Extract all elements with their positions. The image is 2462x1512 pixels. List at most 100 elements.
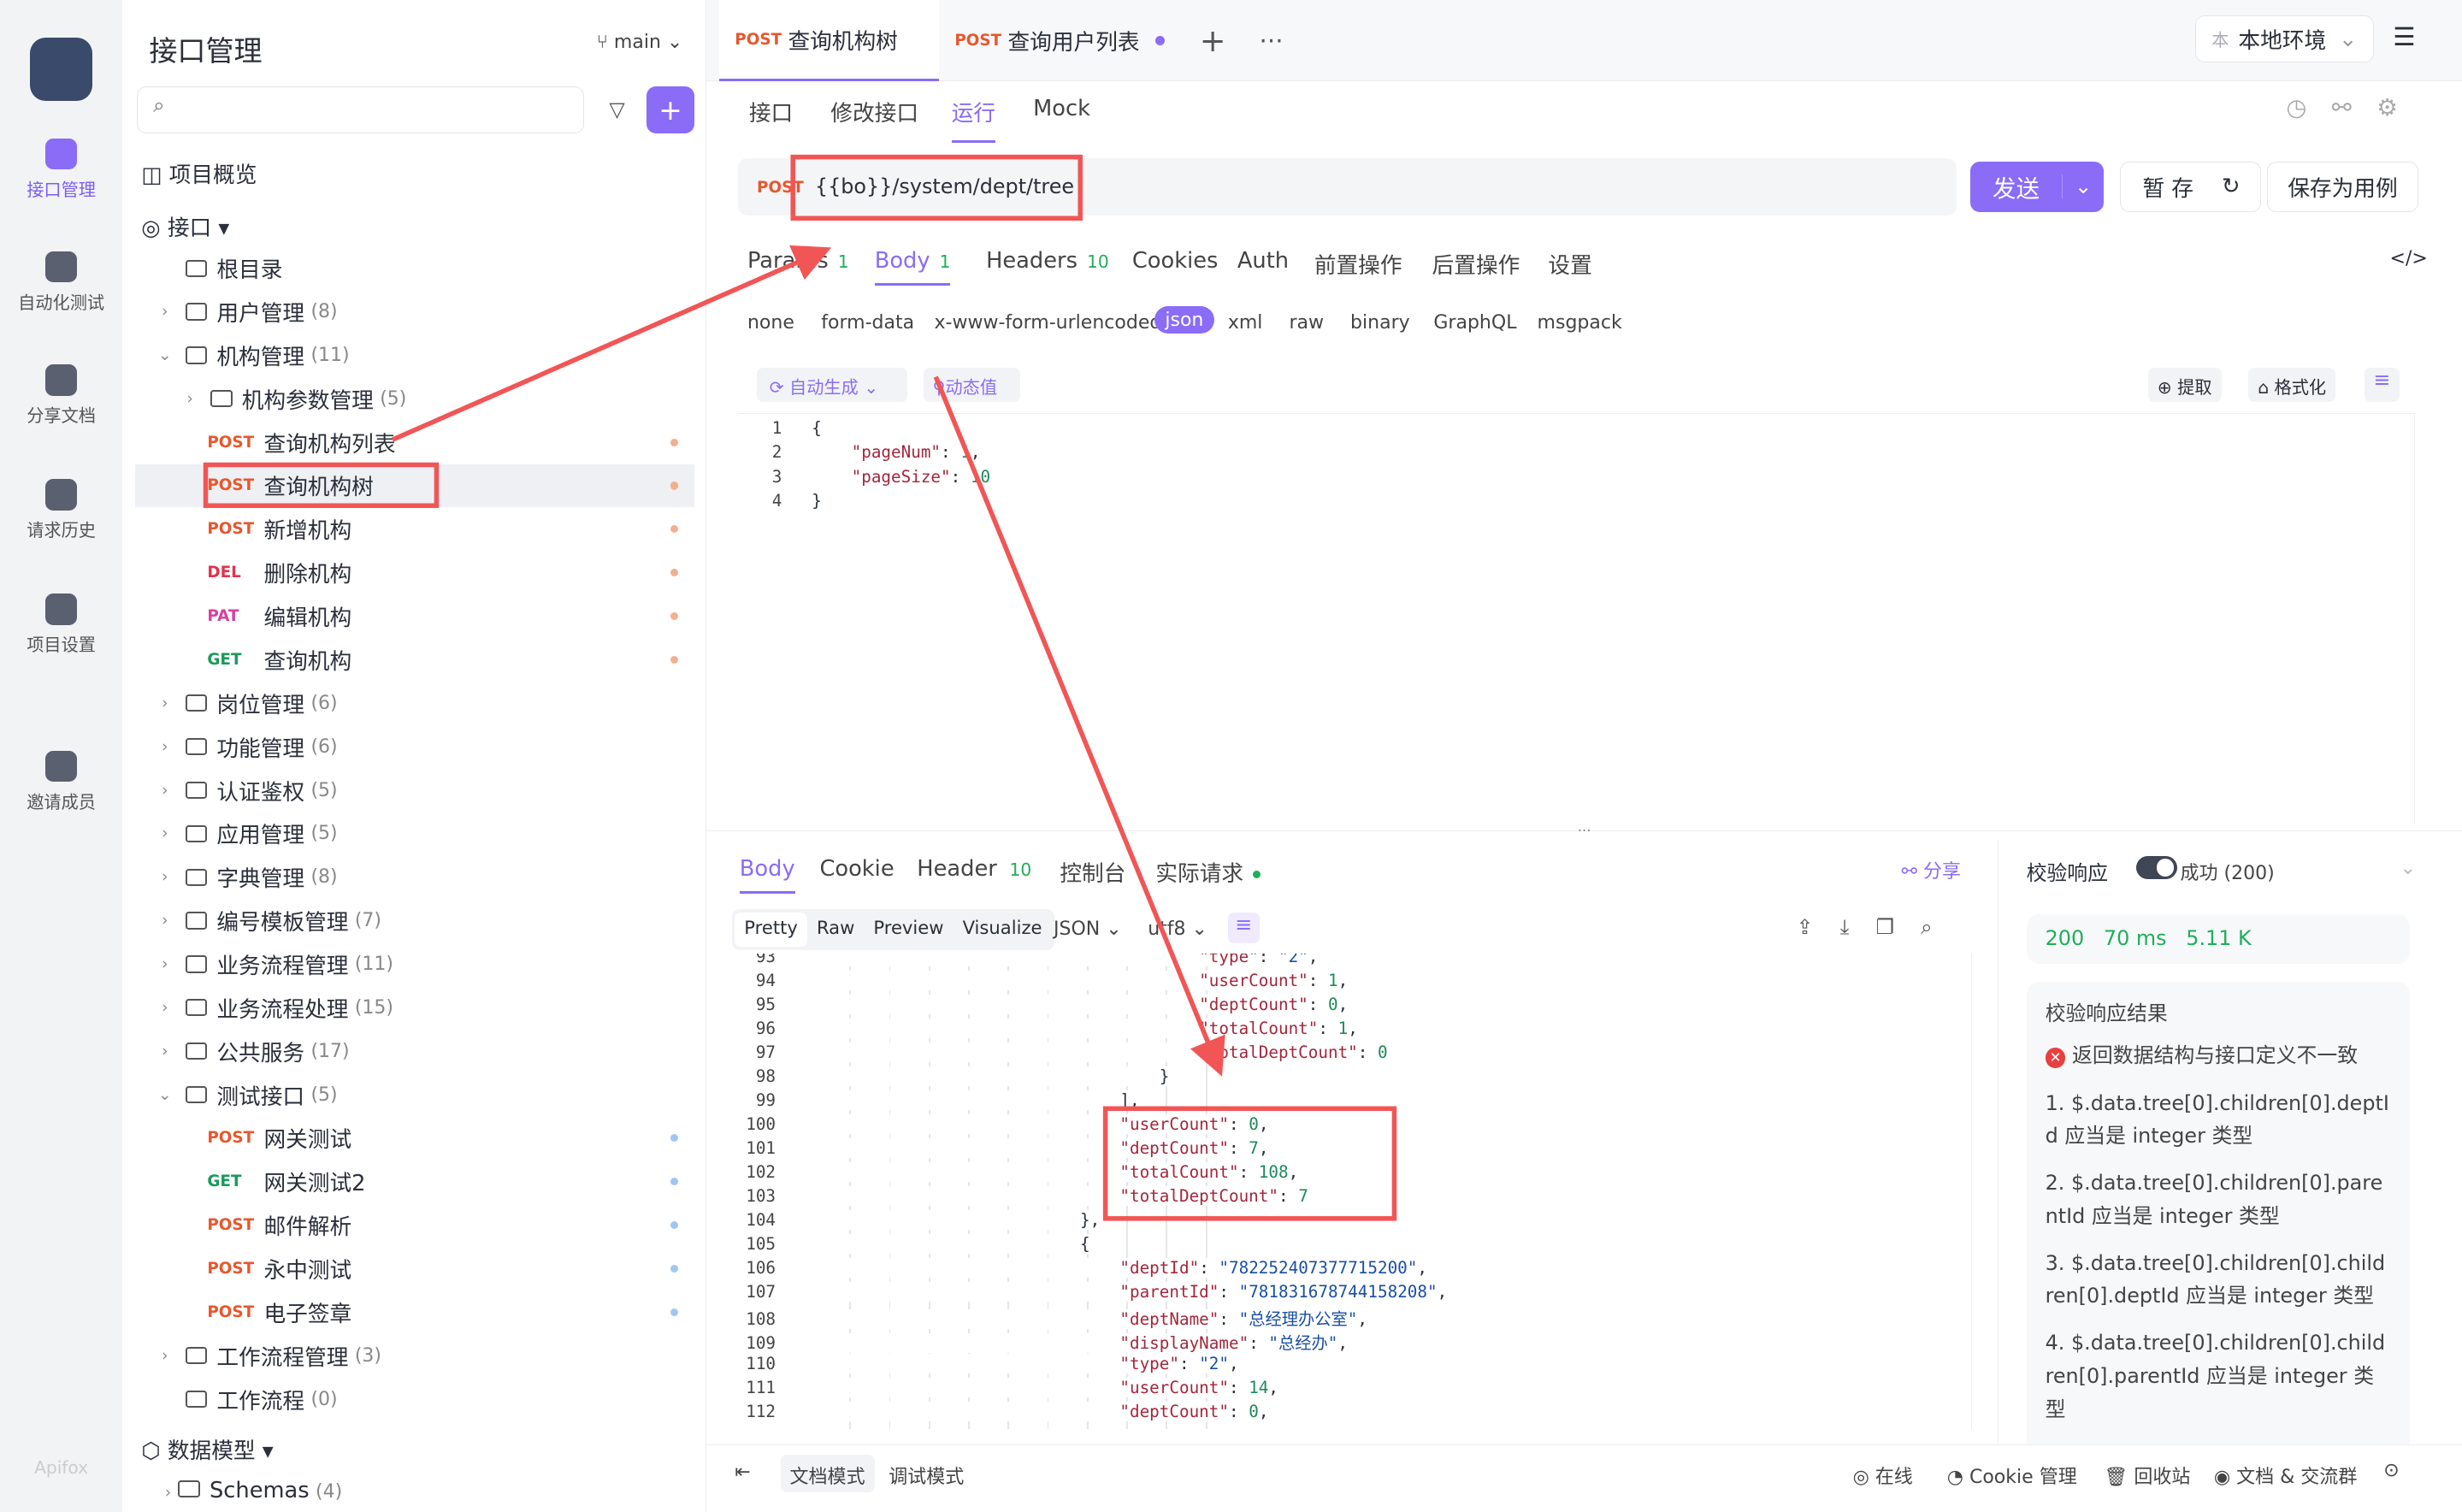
api-item[interactable]: POST 查询机构树 <box>134 464 694 508</box>
community-link[interactable]: ◉ 文档 & 交流群 <box>2213 1466 2358 1488</box>
body-type-msgpack[interactable]: msgpack <box>1537 312 1622 334</box>
send-dropdown-icon[interactable]: ⌄ <box>2061 174 2105 199</box>
rail-item-0[interactable]: 接口管理 <box>0 138 122 201</box>
chevron-icon[interactable]: › <box>162 694 168 712</box>
folder-item[interactable]: › 公共服务 (17) <box>135 1030 694 1073</box>
body-type-GraphQL[interactable]: GraphQL <box>1433 312 1517 334</box>
folder-item[interactable]: 根目录 <box>135 246 694 290</box>
history-icon[interactable]: ◷ <box>2286 94 2332 122</box>
param-tab-5[interactable]: 前置操作 <box>1314 248 1402 280</box>
rail-item-2[interactable]: 分享文档 <box>0 363 122 427</box>
param-tab-2[interactable]: Headers 10 <box>986 248 1109 274</box>
response-tab-1[interactable]: Cookie <box>819 856 894 882</box>
code-view-icon[interactable]: </> <box>2389 248 2428 270</box>
folder-item[interactable]: ⌄ 测试接口 (5) <box>135 1073 694 1117</box>
share-button[interactable]: ⚯ 分享 <box>1901 860 1961 883</box>
folder-item[interactable]: › 工作流程管理 (3) <box>135 1334 694 1378</box>
chevron-icon[interactable]: › <box>186 389 193 408</box>
project-overview[interactable]: ◫ 项目概览 <box>141 157 257 189</box>
folder-item[interactable]: › 功能管理 (6) <box>135 725 694 769</box>
body-type-x-www-form-urlencoded[interactable]: x-www-form-urlencoded <box>934 312 1162 334</box>
body-type-json[interactable]: json <box>1154 306 1215 334</box>
extract-button[interactable]: ⊕ 提取 <box>2147 367 2222 403</box>
api-item[interactable]: POST 查询机构列表 <box>135 421 694 464</box>
chevron-icon[interactable]: › <box>162 912 168 930</box>
save-temp-button[interactable]: 暂 存 ↻ <box>2119 162 2261 212</box>
chevron-icon[interactable]: › <box>162 737 168 756</box>
folder-item[interactable]: › 用户管理 (8) <box>135 290 694 334</box>
api-item[interactable]: POST 新增机构 <box>135 507 694 551</box>
param-tab-7[interactable]: 设置 <box>1548 248 1591 280</box>
branch-selector[interactable]: ⑂ main ⌄ <box>596 31 683 53</box>
resize-handle[interactable]: ··· <box>706 824 2462 840</box>
body-type-raw[interactable]: raw <box>1289 312 1324 334</box>
share-link-icon[interactable]: ⚯ <box>2331 94 2377 122</box>
view-preview[interactable]: Preview <box>873 917 944 939</box>
chevron-icon[interactable]: › <box>162 1042 168 1060</box>
folder-item[interactable]: ⌄ 机构管理 (11) <box>135 334 694 377</box>
response-tab-2[interactable]: Header 10 <box>917 856 1031 882</box>
param-tab-6[interactable]: 后置操作 <box>1432 248 1520 280</box>
subtab-2[interactable]: 运行 <box>951 96 996 143</box>
api-item[interactable]: GET 查询机构 <box>135 638 694 682</box>
rail-item-4[interactable]: 项目设置 <box>0 594 122 656</box>
chevron-icon[interactable]: › <box>162 1346 168 1365</box>
add-button[interactable]: + <box>646 86 694 134</box>
method-label[interactable]: POST <box>757 179 804 198</box>
chevron-icon[interactable]: › <box>162 998 168 1017</box>
reset-icon[interactable]: ↻ <box>2222 174 2241 200</box>
folder-item[interactable]: › 编号模板管理 (7) <box>135 899 694 942</box>
subtab-1[interactable]: 修改接口 <box>830 101 919 127</box>
new-tab-button[interactable]: + <box>1199 22 1226 60</box>
upload-icon[interactable]: ⇪ <box>1796 915 1840 940</box>
tab-query-dept-tree[interactable]: POST 查询机构树 <box>718 0 939 82</box>
subtab-0[interactable]: 接口 <box>748 101 794 127</box>
api-item[interactable]: PAT 编辑机构 <box>135 594 694 638</box>
request-body-editor[interactable]: 1{2 "pageNum": 1, 3 "pageSize": 10 4} <box>737 412 2415 824</box>
settings-icon[interactable]: ⚙ <box>2376 94 2424 122</box>
validate-toggle[interactable] <box>2136 855 2177 880</box>
online-status[interactable]: ◎ 在线 <box>1852 1466 1913 1488</box>
body-type-none[interactable]: none <box>747 312 794 334</box>
rail-item-1[interactable]: 自动化测试 <box>0 251 122 314</box>
environment-selector[interactable]: 本本地环境 ⌄ <box>2194 15 2375 63</box>
api-item[interactable]: POST 永中测试 <box>135 1247 694 1291</box>
api-item[interactable]: DEL 删除机构 <box>135 551 694 594</box>
chevron-icon[interactable]: ⌄ <box>158 1085 172 1104</box>
recycle-bin[interactable]: 🗑 回收站 <box>2104 1466 2191 1488</box>
collapse-icon[interactable]: ⇤ <box>735 1461 751 1483</box>
auto-generate-button[interactable]: ⟳ 自动生成 ⌄ <box>757 367 908 403</box>
cookie-manager[interactable]: ◔ Cookie 管理 <box>1946 1466 2077 1488</box>
body-type-xml[interactable]: xml <box>1227 312 1263 334</box>
scroll-top-icon[interactable]: ⊙ <box>2383 1459 2400 1481</box>
response-tab-4[interactable]: 实际请求 <box>1155 856 1261 888</box>
wrap-icon[interactable]: ≡ <box>2365 367 2400 403</box>
more-tabs-button[interactable]: ··· <box>1259 26 1284 56</box>
save-case-button[interactable]: 保存为用例 <box>2267 162 2418 212</box>
chevron-icon[interactable]: › <box>162 303 168 322</box>
copy-icon[interactable]: ❐ <box>1875 915 1922 940</box>
folder-item[interactable]: › 字典管理 (8) <box>135 855 694 899</box>
folder-item[interactable]: 工作流程 (0) <box>135 1378 694 1421</box>
encoding-select[interactable]: utf8 ⌄ <box>1148 918 1207 941</box>
folder-item[interactable]: › 认证鉴权 (5) <box>135 769 694 812</box>
format-button[interactable]: ⌂ 格式化 <box>2248 367 2336 403</box>
view-pretty[interactable]: Pretty <box>735 912 807 948</box>
api-item[interactable]: POST 网关测试 <box>135 1116 694 1160</box>
send-button[interactable]: 发送 ⌄ <box>1970 162 2105 212</box>
url-input[interactable]: {{bo}}/system/dept/tree <box>814 174 1075 198</box>
doc-mode-tab[interactable]: 文档模式 <box>780 1455 875 1493</box>
search-icon[interactable]: ⌕ <box>1921 915 1959 940</box>
response-tab-3[interactable]: 控制台 <box>1060 856 1125 888</box>
data-model[interactable]: ⬡ 数据模型 ▾ <box>141 1438 274 1465</box>
rail-item-3[interactable]: 请求历史 <box>0 479 122 541</box>
chevron-icon[interactable]: › <box>162 868 168 887</box>
response-case-select[interactable]: 成功 (200) ⌄ <box>2180 857 2416 884</box>
api-item[interactable]: GET 网关测试2 <box>135 1160 694 1203</box>
param-tab-3[interactable]: Cookies <box>1132 248 1219 274</box>
menu-icon[interactable]: ☰ <box>2393 21 2416 51</box>
rail-item-5[interactable]: 邀请成员 <box>0 750 122 813</box>
wrap-toggle-icon[interactable]: ≡ <box>1227 912 1260 944</box>
filter-button[interactable]: ▽ <box>609 97 625 121</box>
param-tab-0[interactable]: Params 1 <box>747 248 849 274</box>
